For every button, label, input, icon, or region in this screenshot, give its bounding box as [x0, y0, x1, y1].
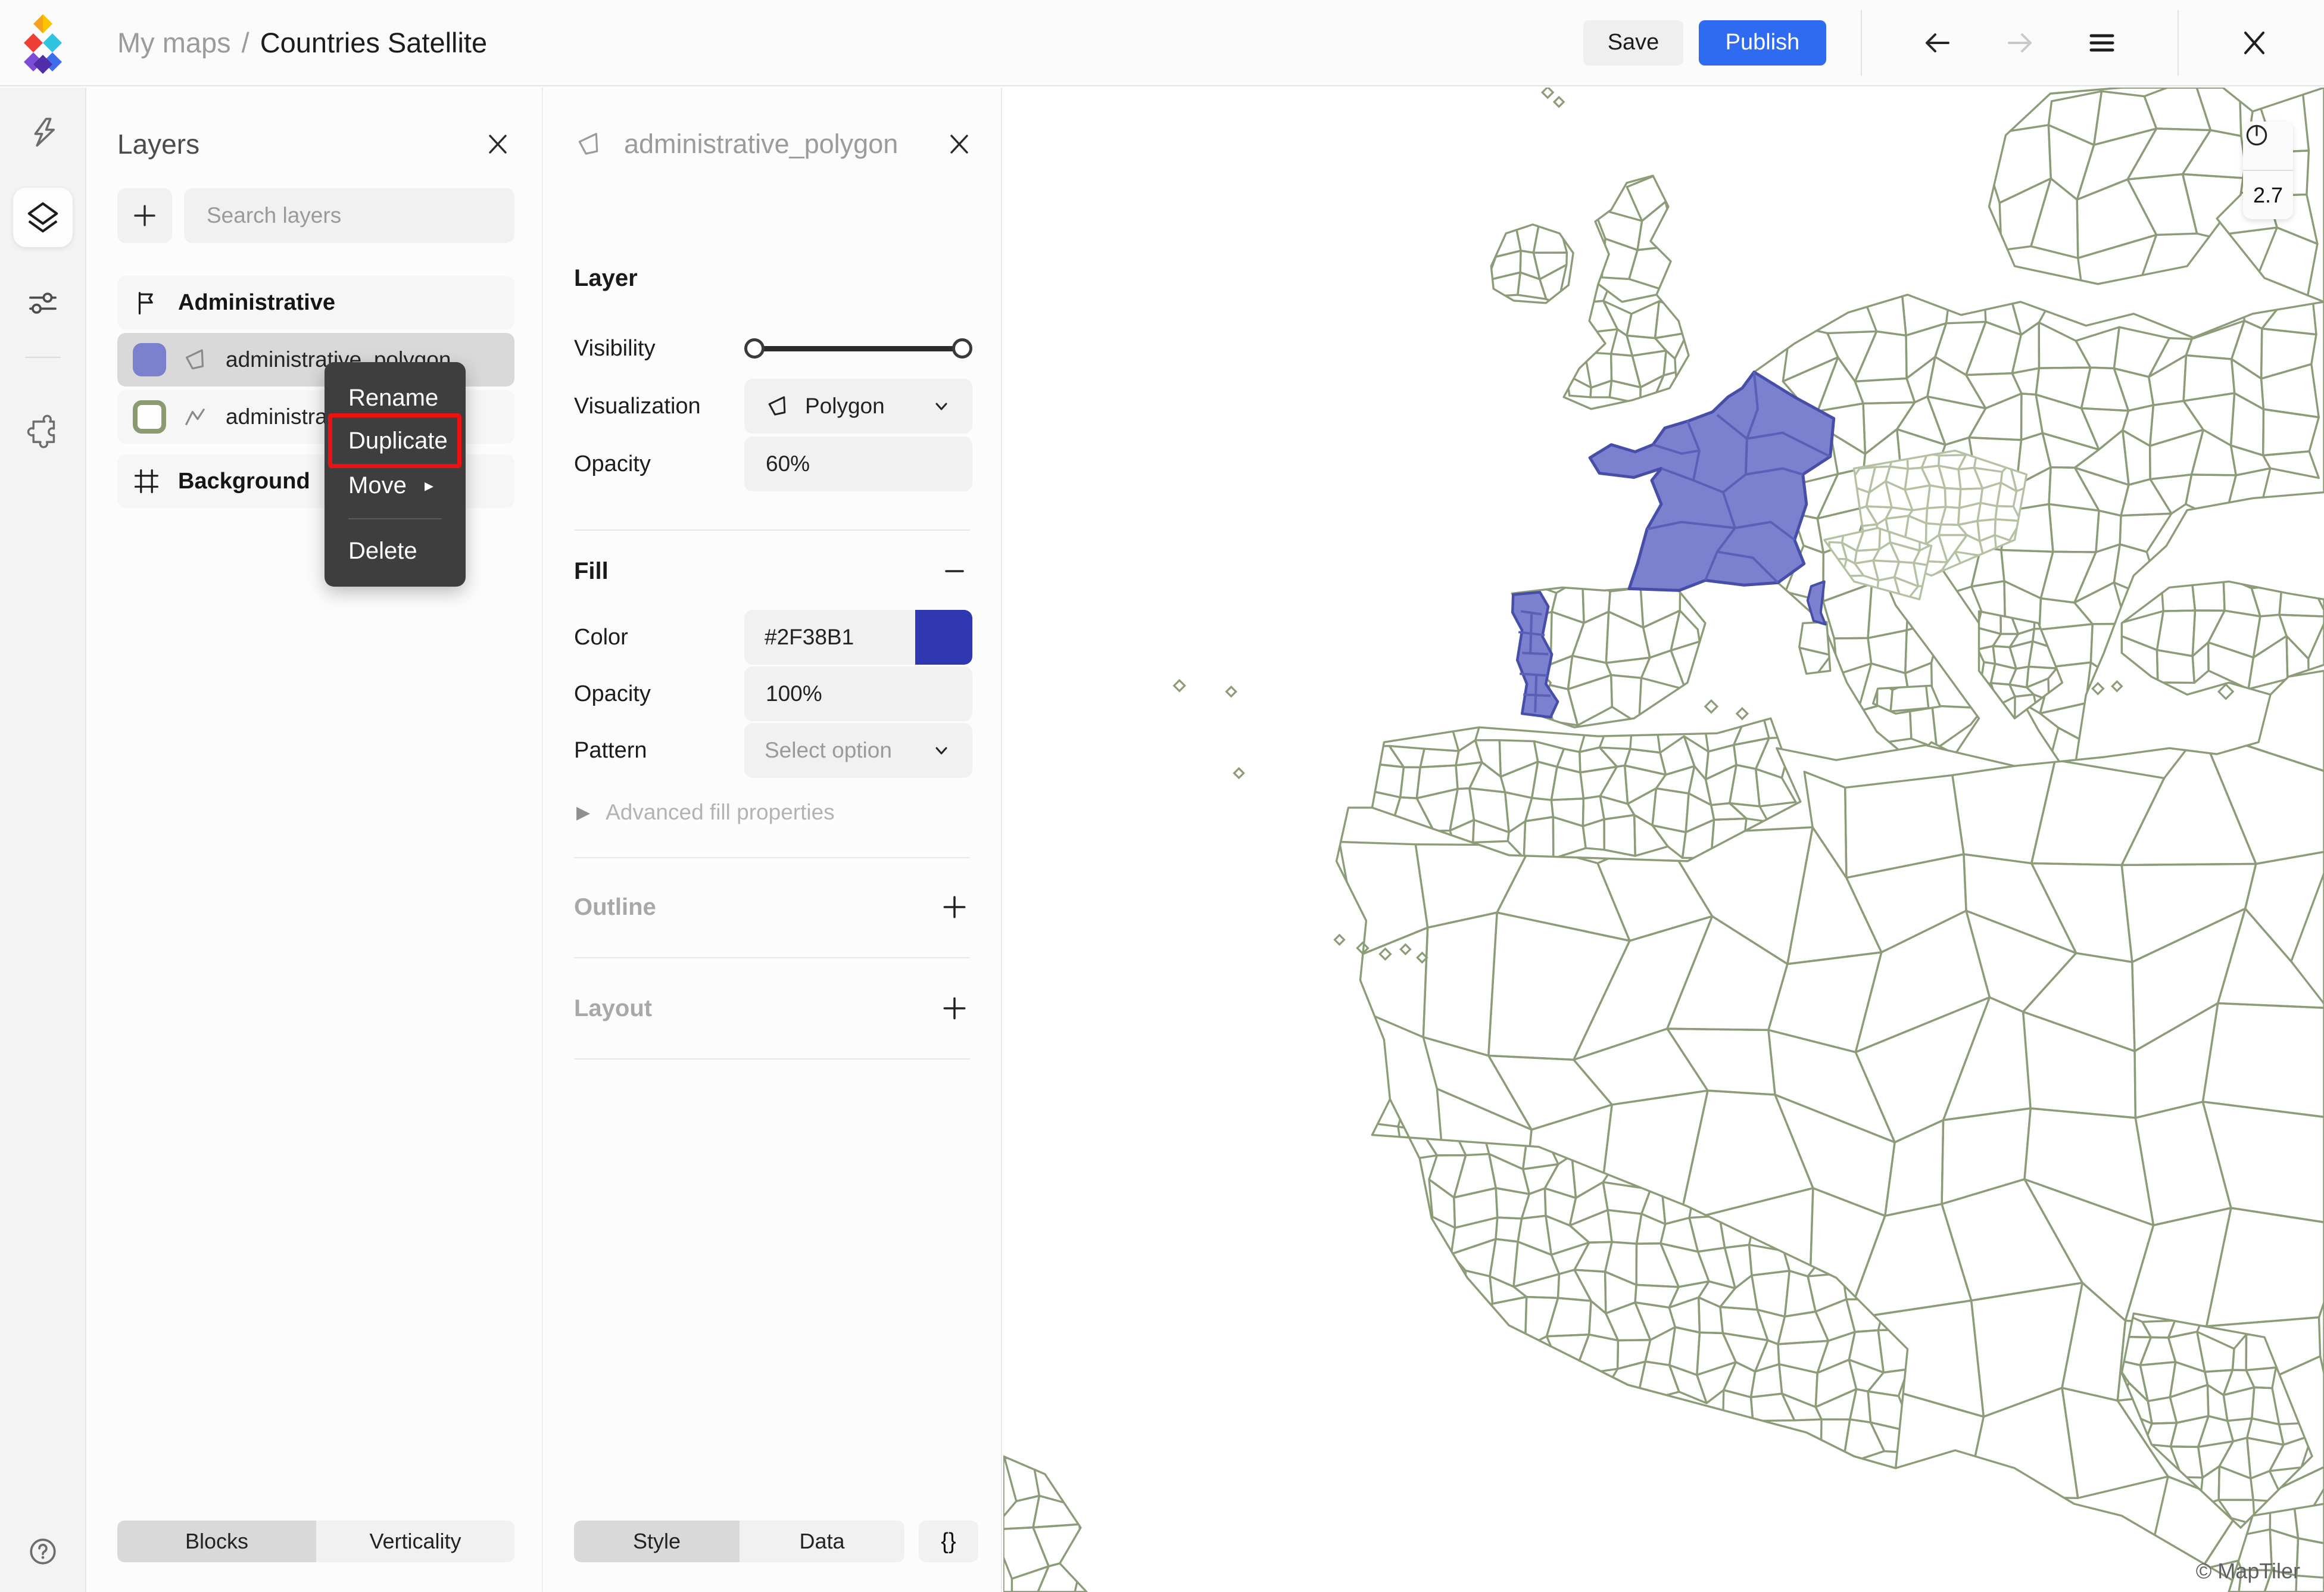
- layer-opacity-input[interactable]: [765, 451, 952, 477]
- breadcrumb-separator: /: [241, 27, 249, 58]
- tab-data[interactable]: Data: [740, 1521, 904, 1562]
- visualization-dropdown[interactable]: Polygon: [744, 379, 972, 434]
- visualization-value: Polygon: [805, 394, 885, 418]
- top-bar: My maps / Countries Satellite Save Publi…: [0, 0, 2324, 86]
- close-editor-icon[interactable]: [2237, 26, 2272, 60]
- section-divider: [574, 957, 970, 958]
- visualization-label: Visualization: [574, 393, 701, 419]
- toolbar-divider: [1861, 10, 1862, 76]
- layer-group-label: Administrative: [178, 289, 335, 315]
- context-menu-duplicate[interactable]: Duplicate: [348, 427, 448, 454]
- layer-opacity-field: [744, 437, 972, 491]
- save-button[interactable]: Save: [1583, 20, 1683, 66]
- undo-arrow-icon[interactable]: [1920, 26, 1955, 60]
- fill-opacity-label: Opacity: [574, 681, 651, 706]
- layer-group-label: Background: [178, 468, 310, 494]
- toolbar-divider: [2178, 10, 2179, 76]
- fill-opacity-field: [744, 666, 972, 721]
- quick-actions-lightning-icon[interactable]: [13, 102, 73, 162]
- selected-layer-title: administrative_polygon: [624, 129, 899, 159]
- layers-panel-close-icon[interactable]: [482, 129, 513, 160]
- triangle-right-icon: ▶: [576, 802, 591, 823]
- polygon-icon: [182, 347, 208, 373]
- breadcrumb-my-maps[interactable]: My maps: [117, 27, 231, 58]
- search-layers-input[interactable]: [205, 202, 493, 229]
- advanced-fill-properties-toggle[interactable]: ▶ Advanced fill properties: [576, 800, 835, 824]
- rail-divider: [25, 357, 61, 358]
- context-menu-move[interactable]: Move ▸: [348, 472, 433, 499]
- help-icon[interactable]: [13, 1522, 73, 1581]
- slider-min-handle[interactable]: [744, 338, 765, 359]
- visibility-range-slider[interactable]: [744, 321, 972, 376]
- map-history-clock-icon[interactable]: [2243, 121, 2293, 170]
- map-attribution[interactable]: © MapTiler: [2195, 1559, 2300, 1583]
- chevron-down-icon: [931, 395, 952, 417]
- polygon-icon: [768, 396, 786, 416]
- left-rail: [0, 88, 86, 1592]
- context-menu-rename[interactable]: Rename: [348, 384, 439, 411]
- layers-panel: Layers Administrative: [88, 88, 543, 1592]
- fill-color-field: [744, 610, 972, 665]
- search-layers-box: [184, 188, 514, 243]
- zoom-level-value: 2.7: [2253, 182, 2284, 207]
- redo-arrow-icon[interactable]: [2002, 26, 2037, 60]
- layer-context-menu: Rename Duplicate Move ▸ Delete: [325, 362, 466, 587]
- tab-verticality[interactable]: Verticality: [316, 1521, 514, 1562]
- layers-panel-tabs: Blocks Verticality: [117, 1521, 514, 1562]
- plugins-puzzle-icon[interactable]: [13, 402, 73, 462]
- menu-hamburger-icon[interactable]: [2085, 26, 2119, 60]
- code-json-button[interactable]: {}: [919, 1521, 978, 1562]
- add-layout-plus-icon[interactable]: [939, 993, 970, 1024]
- layers-tool-icon[interactable]: [13, 188, 73, 247]
- layer-group-administrative[interactable]: Administrative: [117, 276, 514, 329]
- layer-opacity-label: Opacity: [574, 451, 651, 476]
- tab-blocks[interactable]: Blocks: [117, 1521, 316, 1562]
- fill-color-input[interactable]: [744, 624, 881, 650]
- layer-color-swatch[interactable]: [133, 343, 166, 376]
- section-divider: [574, 1058, 970, 1060]
- layout-section-title: Layout: [574, 995, 653, 1021]
- frame-icon: [133, 468, 160, 495]
- publish-button[interactable]: Publish: [1699, 20, 1826, 66]
- collapse-fill-minus-icon[interactable]: [939, 556, 970, 587]
- layers-panel-title: Layers: [117, 129, 200, 160]
- zoom-card-divider: [2243, 170, 2293, 171]
- pattern-placeholder: Select option: [765, 738, 892, 762]
- flag-icon: [133, 289, 160, 316]
- outline-section-title: Outline: [574, 893, 656, 920]
- section-divider: [574, 857, 970, 858]
- fill-opacity-input[interactable]: [765, 681, 952, 707]
- breadcrumb: My maps / Countries Satellite: [117, 0, 487, 85]
- chevron-down-icon: [931, 740, 952, 761]
- visibility-label: Visibility: [574, 335, 656, 361]
- section-divider: [574, 529, 970, 531]
- settings-sliders-icon[interactable]: [13, 273, 73, 333]
- fill-section-title: Fill: [574, 557, 609, 584]
- submenu-arrow-icon: ▸: [424, 475, 433, 496]
- slider-track[interactable]: [753, 345, 964, 351]
- polygon-icon: [578, 133, 598, 155]
- properties-panel: administrative_polygon Layer Visibility …: [544, 88, 1002, 1592]
- slider-max-handle[interactable]: [952, 338, 972, 359]
- tab-style[interactable]: Style: [574, 1521, 740, 1562]
- layer-outline-swatch[interactable]: [133, 400, 166, 434]
- context-menu-delete[interactable]: Delete: [348, 537, 417, 564]
- layer-section-title: Layer: [574, 265, 638, 291]
- style-data-tabs: Style Data: [574, 1521, 904, 1562]
- map-history-zoom-card: 2.7: [2243, 121, 2293, 219]
- add-layer-button[interactable]: [117, 188, 172, 243]
- pattern-dropdown[interactable]: Select option: [744, 723, 972, 778]
- pattern-label: Pattern: [574, 737, 647, 763]
- fill-color-chip[interactable]: [915, 610, 972, 665]
- map-vector-layer: [1003, 88, 2324, 1592]
- maptiler-logo[interactable]: [13, 11, 73, 76]
- add-outline-plus-icon[interactable]: [939, 892, 970, 923]
- properties-panel-close-icon[interactable]: [944, 129, 975, 160]
- context-menu-divider: [348, 518, 442, 519]
- map-canvas[interactable]: 2.7 © MapTiler: [1003, 88, 2324, 1592]
- breadcrumb-map-title: Countries Satellite: [260, 27, 488, 58]
- fill-color-label: Color: [574, 624, 628, 650]
- polyline-icon: [182, 404, 208, 430]
